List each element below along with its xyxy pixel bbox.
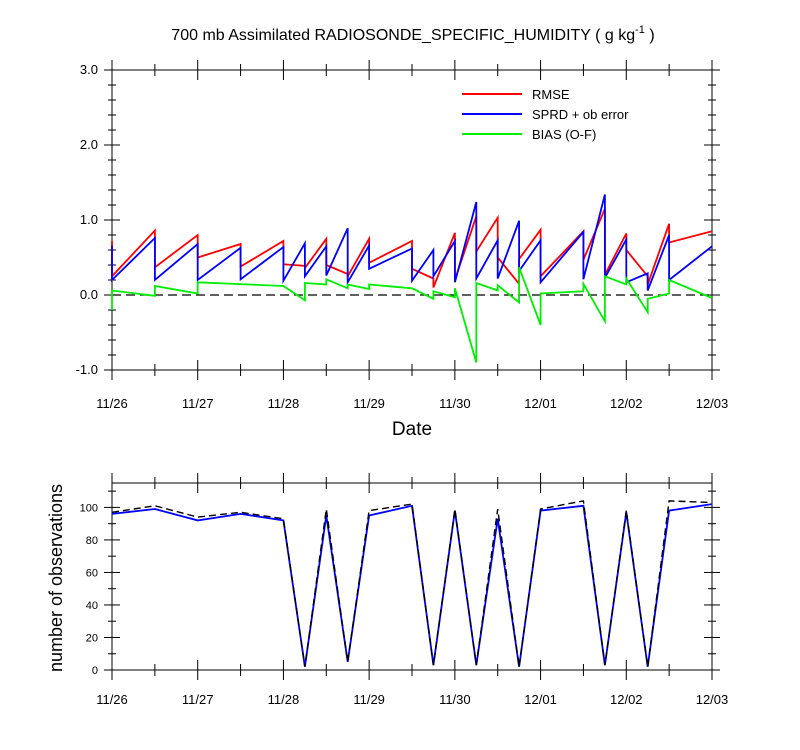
top-y-tick-label: 2.0 xyxy=(80,137,98,152)
chart-title-main: 700 mb Assimilated RADIOSONDE_SPECIFIC_H… xyxy=(171,27,635,44)
chart-title-superscript: -1 xyxy=(635,24,645,36)
bottom-panel: 11/26 11/27 11/28 11/29 11/30 12/01 12/02 12/03… xyxy=(46,473,728,707)
bottom-x-tick-label: 11/26 xyxy=(96,692,128,707)
top-panel: 11/26 11/27 11/28 11/29 11/30 12/01 12/02 12/03… xyxy=(76,60,729,440)
top-y-tick-label: 1.0 xyxy=(80,212,98,227)
bottom-y-tick-label: 20 xyxy=(86,632,98,644)
bottom-series-group xyxy=(111,500,713,667)
top-series-group xyxy=(111,194,713,363)
bottom-x-tick-label: 11/27 xyxy=(182,692,214,707)
legend-label: BIAS (O-F) xyxy=(532,127,596,142)
top-x-tick-label: 11/30 xyxy=(439,396,471,411)
bottom-x-tick-label: 12/01 xyxy=(524,692,557,707)
bottom-x-tick-label: 11/29 xyxy=(353,692,385,707)
bottom-y-tick-label: 40 xyxy=(86,600,98,612)
top-x-tick-label: 11/26 xyxy=(96,396,128,411)
bottom-y-tick-label: 0 xyxy=(92,665,98,677)
chart-title-end: ) xyxy=(645,27,655,44)
top-y-tick-label: -1.0 xyxy=(76,362,98,377)
chart-title: 700 mb Assimilated RADIOSONDE_SPECIFIC_H… xyxy=(171,24,654,44)
top-x-tick-label: 11/27 xyxy=(182,396,214,411)
top-y-tick-label: 3.0 xyxy=(80,62,98,77)
legend: RMSE SPRD + ob error BIAS (O-F) xyxy=(462,87,629,142)
top-x-tick-label: 11/29 xyxy=(353,396,385,411)
top-x-tick-label: 12/03 xyxy=(696,396,729,411)
bottom-y-tick-label: 80 xyxy=(86,535,98,547)
top-x-tick-label: 12/01 xyxy=(524,396,557,411)
legend-label: RMSE xyxy=(532,87,570,102)
bottom-axis-ticks: 11/26 11/27 11/28 11/29 11/30 12/01 12/02 12/03… xyxy=(80,473,729,707)
bottom-x-tick-label: 12/02 xyxy=(610,692,643,707)
top-series-line-bias-o-f xyxy=(111,266,713,363)
bottom-x-tick-label: 11/30 xyxy=(439,692,471,707)
bottom-series-line-possible-observations xyxy=(111,500,713,667)
legend-label: SPRD + ob error xyxy=(532,107,629,122)
bottom-y-axis-label: number of observations xyxy=(46,484,66,672)
bottom-x-tick-label: 12/03 xyxy=(696,692,729,707)
top-x-tick-label: 12/02 xyxy=(610,396,643,411)
bottom-series-line-used-observations xyxy=(111,503,713,667)
top-x-axis-label: Date xyxy=(392,419,432,440)
top-axis-ticks: 11/26 11/27 11/28 11/29 11/30 12/01 12/02 12/03… xyxy=(76,60,729,411)
bottom-x-tick-label: 11/28 xyxy=(268,692,300,707)
bottom-y-tick-label: 60 xyxy=(86,567,98,579)
top-y-tick-label: 0.0 xyxy=(80,287,98,302)
bottom-y-tick-label: 100 xyxy=(80,502,98,514)
top-x-tick-label: 11/28 xyxy=(268,396,300,411)
